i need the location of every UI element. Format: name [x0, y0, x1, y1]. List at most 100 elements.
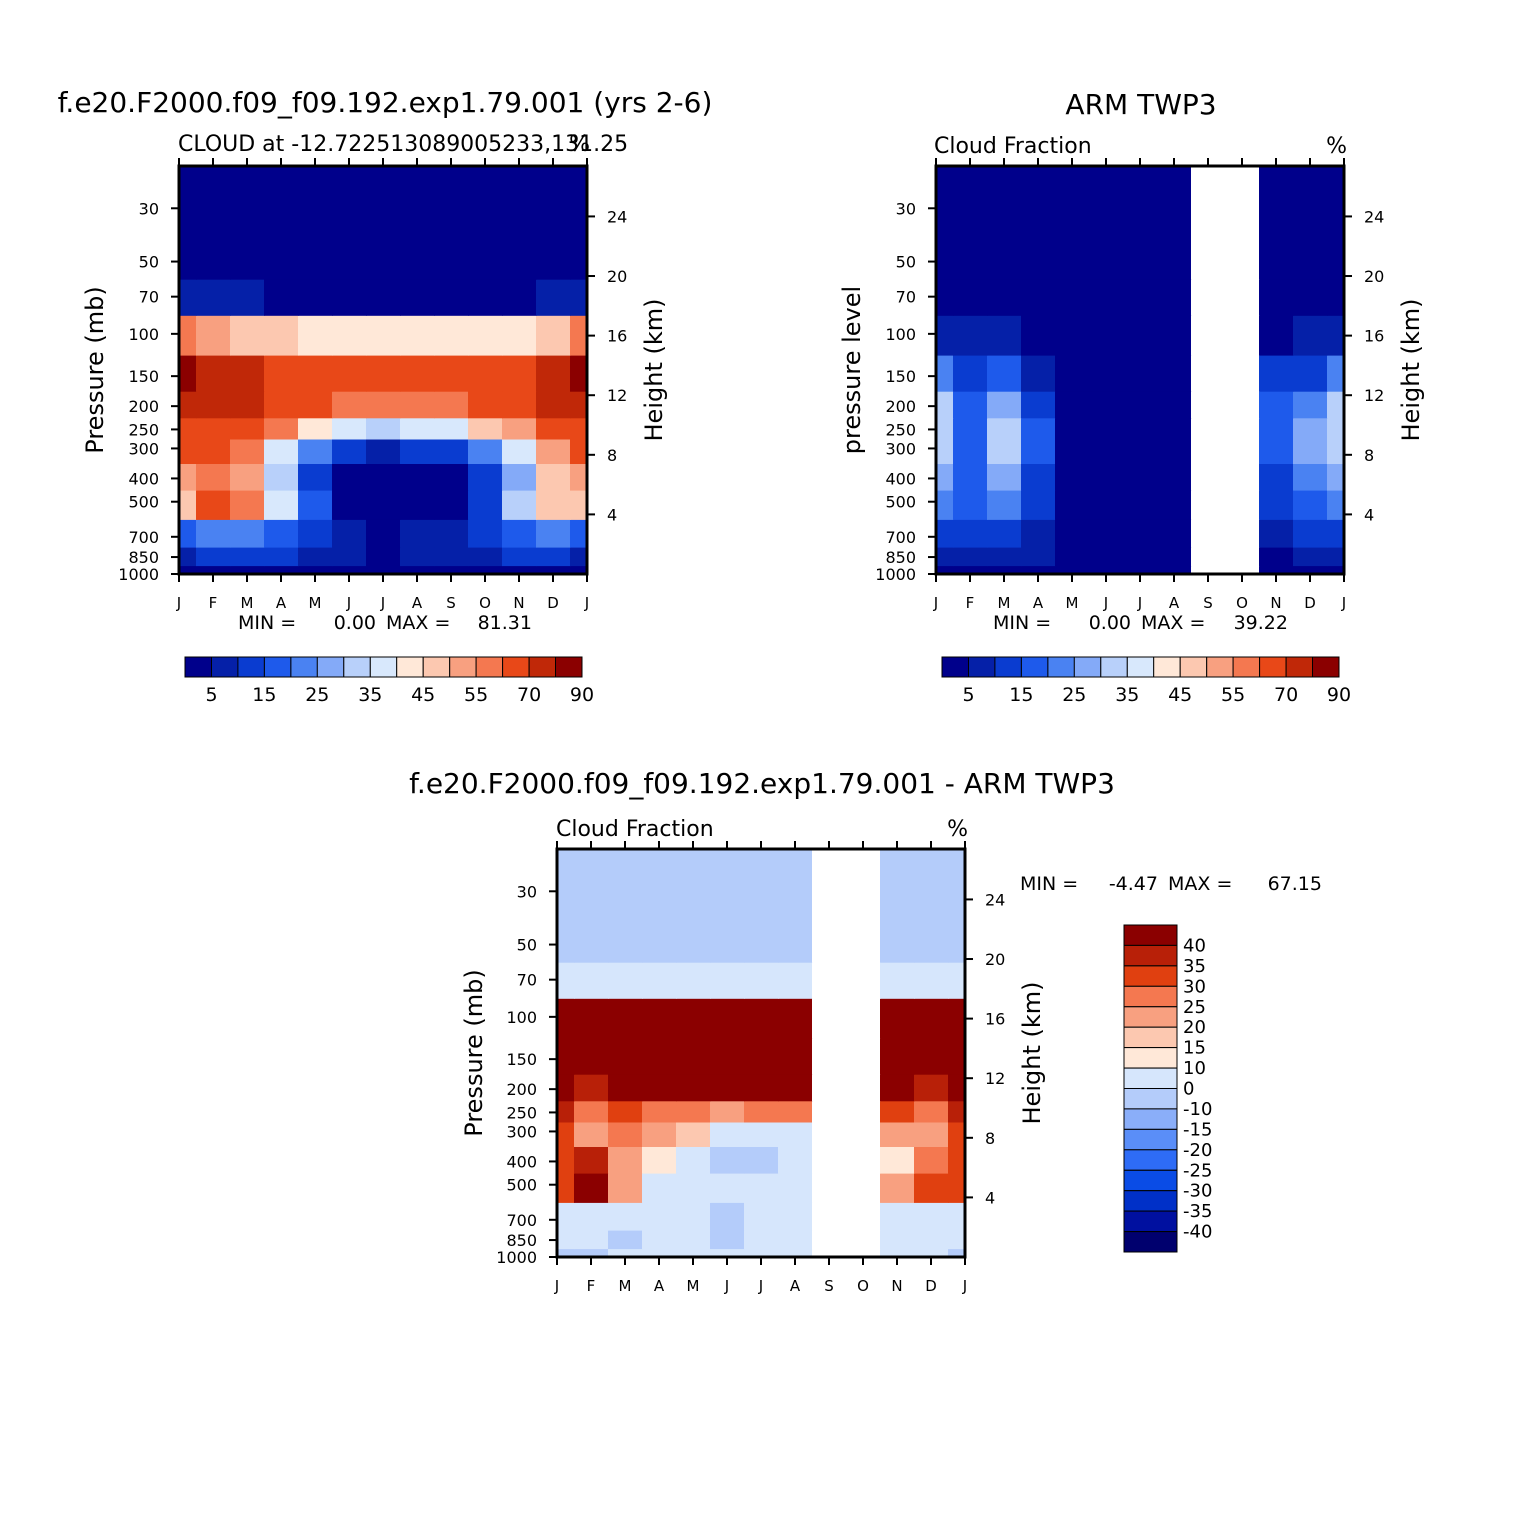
contour-cell — [196, 490, 231, 520]
contour-cell — [574, 1121, 609, 1147]
x-tick-label: N — [891, 1277, 902, 1295]
contour-cell — [744, 962, 779, 999]
contour-cell — [400, 279, 435, 316]
contour-cell — [1055, 355, 1090, 392]
contour-cell — [1157, 355, 1192, 392]
contour-cell — [1157, 463, 1192, 491]
contour-cell — [1259, 355, 1294, 392]
contour-cell — [298, 546, 333, 567]
contour-cell — [608, 1038, 643, 1075]
contour-cell — [570, 438, 588, 464]
contour-cell — [332, 490, 367, 520]
contour-cell — [744, 849, 779, 919]
contour-cell — [1225, 546, 1260, 567]
contour-cell — [400, 565, 435, 575]
contour-cell — [914, 849, 949, 919]
contour-cell — [557, 962, 575, 999]
contour-cell — [366, 315, 401, 356]
x-tick-label: F — [587, 1277, 596, 1295]
contour-cell — [366, 417, 401, 440]
colorbar-label: -25 — [1183, 1160, 1212, 1181]
contour-cell — [676, 998, 711, 1039]
contour-cell — [812, 1100, 847, 1123]
contour-cell — [230, 166, 265, 236]
contour-cell — [1089, 355, 1124, 392]
contour-cell — [574, 1229, 609, 1250]
contour-cell — [1225, 234, 1260, 280]
contour-cell — [987, 315, 1022, 356]
x-tick-label: J — [584, 594, 589, 612]
contour-cell — [778, 1173, 813, 1203]
contour-cell — [434, 355, 469, 392]
colorbar-swatch — [1047, 656, 1075, 678]
contour-cell — [1157, 279, 1192, 316]
contour-cell — [642, 1202, 677, 1231]
contour-cell — [536, 234, 571, 280]
contour-cell — [400, 315, 435, 356]
contour-cell — [1055, 519, 1090, 548]
colorbar-label: 55 — [464, 684, 488, 706]
contour-cell — [710, 1038, 745, 1075]
panel-model-max-value: 81.31 — [478, 612, 532, 634]
contour-cell — [557, 849, 575, 919]
contour-cell — [196, 546, 231, 567]
contour-cell — [400, 490, 435, 520]
contour-cell — [846, 1173, 881, 1203]
contour-cell — [298, 166, 333, 236]
contour-cell — [1327, 234, 1345, 280]
contour-cell — [936, 315, 954, 356]
contour-cell — [1157, 565, 1192, 575]
contour-cell — [1327, 463, 1345, 491]
contour-cell — [332, 438, 367, 464]
contour-cell — [914, 1074, 949, 1102]
contour-cell — [332, 391, 367, 419]
contour-cell — [1021, 546, 1056, 567]
contour-cell — [778, 1248, 813, 1258]
x-tick-label: J — [1103, 594, 1108, 612]
contour-cell — [1089, 546, 1124, 567]
y-tick-label: 1000 — [496, 1248, 537, 1267]
colorbar-swatch — [184, 656, 212, 678]
contour-cell — [1225, 315, 1260, 356]
contour-cell — [1089, 565, 1124, 575]
x-tick-label: J — [554, 1277, 559, 1295]
contour-cell — [332, 546, 367, 567]
contour-cell — [608, 1121, 643, 1147]
contour-cell — [880, 1202, 915, 1231]
contour-cell — [1327, 166, 1345, 236]
contour-cell — [434, 463, 469, 491]
panel-diff-min-label: MIN = — [1020, 873, 1078, 895]
y-tick-label: 850 — [506, 1231, 537, 1250]
contour-cell — [1055, 391, 1090, 419]
contour-cell — [1157, 546, 1192, 567]
contour-cell — [557, 1121, 575, 1147]
x-tick-label: M — [1066, 594, 1079, 612]
contour-cell — [366, 490, 401, 520]
contour-cell — [914, 1202, 949, 1231]
contour-cell — [953, 438, 988, 464]
contour-cell — [914, 1100, 949, 1123]
contour-cell — [434, 391, 469, 419]
y-tick-label: 250 — [506, 1103, 537, 1122]
contour-cell — [710, 1074, 745, 1102]
contour-cell — [1293, 166, 1328, 236]
contour-cell — [914, 1121, 949, 1147]
contour-cell — [778, 1121, 813, 1147]
y2-tick-label: 4 — [1364, 505, 1374, 524]
colorbar-swatch — [1123, 944, 1178, 967]
contour-cell — [179, 279, 197, 316]
contour-cell — [502, 519, 537, 548]
contour-cell — [948, 1146, 966, 1174]
panel-obs-title: ARM TWP3 — [1065, 88, 1216, 121]
contour-cell — [953, 565, 988, 575]
contour-cell — [366, 391, 401, 419]
panel-obs: ARM TWP3 Cloud Fraction % J F M A M J J A S O N D J1… — [838, 88, 1425, 706]
panel-model-subtitle: CLOUD at -12.722513089005233,131.25 — [178, 132, 628, 157]
panel-diff-ylabel-right: Height (km) — [1018, 982, 1046, 1125]
y-tick-label: 100 — [128, 325, 159, 344]
contour-cell — [502, 391, 537, 419]
contour-cell — [1123, 355, 1158, 392]
contour-cell — [1123, 546, 1158, 567]
y-tick-label: 1000 — [118, 565, 159, 584]
